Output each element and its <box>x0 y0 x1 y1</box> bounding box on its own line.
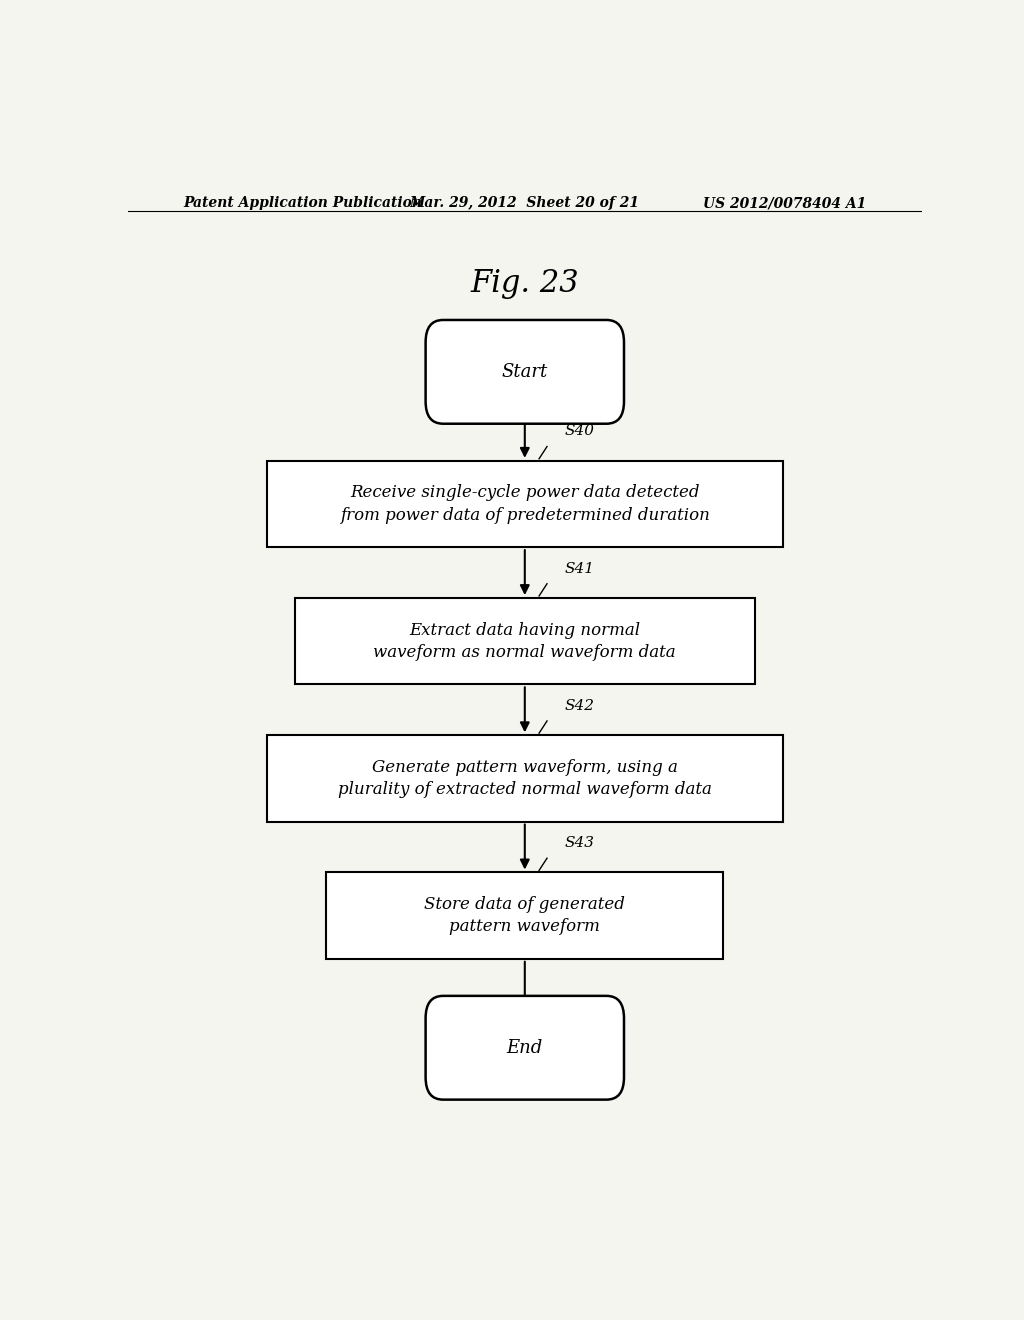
Bar <box>267 735 782 821</box>
Text: Patent Application Publication: Patent Application Publication <box>183 197 423 210</box>
Bar <box>267 461 782 548</box>
Text: Start: Start <box>502 363 548 381</box>
Bar <box>327 873 723 958</box>
Text: Store data of generated
pattern waveform: Store data of generated pattern waveform <box>424 896 626 935</box>
Text: Extract data having normal
waveform as normal waveform data: Extract data having normal waveform as n… <box>374 622 676 661</box>
Text: US 2012/0078404 A1: US 2012/0078404 A1 <box>702 197 866 210</box>
Bar <box>295 598 755 684</box>
Text: Receive single-cycle power data detected
from power data of predetermined durati: Receive single-cycle power data detected… <box>340 484 710 524</box>
Text: Fig. 23: Fig. 23 <box>470 268 580 298</box>
Text: S43: S43 <box>564 836 595 850</box>
FancyBboxPatch shape <box>426 319 624 424</box>
FancyBboxPatch shape <box>426 995 624 1100</box>
Text: End: End <box>507 1039 543 1057</box>
Text: S42: S42 <box>564 698 595 713</box>
Text: Generate pattern waveform, using a
plurality of extracted normal waveform data: Generate pattern waveform, using a plura… <box>338 759 712 799</box>
Text: S41: S41 <box>564 561 595 576</box>
Text: S40: S40 <box>564 425 595 438</box>
Text: Mar. 29, 2012  Sheet 20 of 21: Mar. 29, 2012 Sheet 20 of 21 <box>410 197 640 210</box>
